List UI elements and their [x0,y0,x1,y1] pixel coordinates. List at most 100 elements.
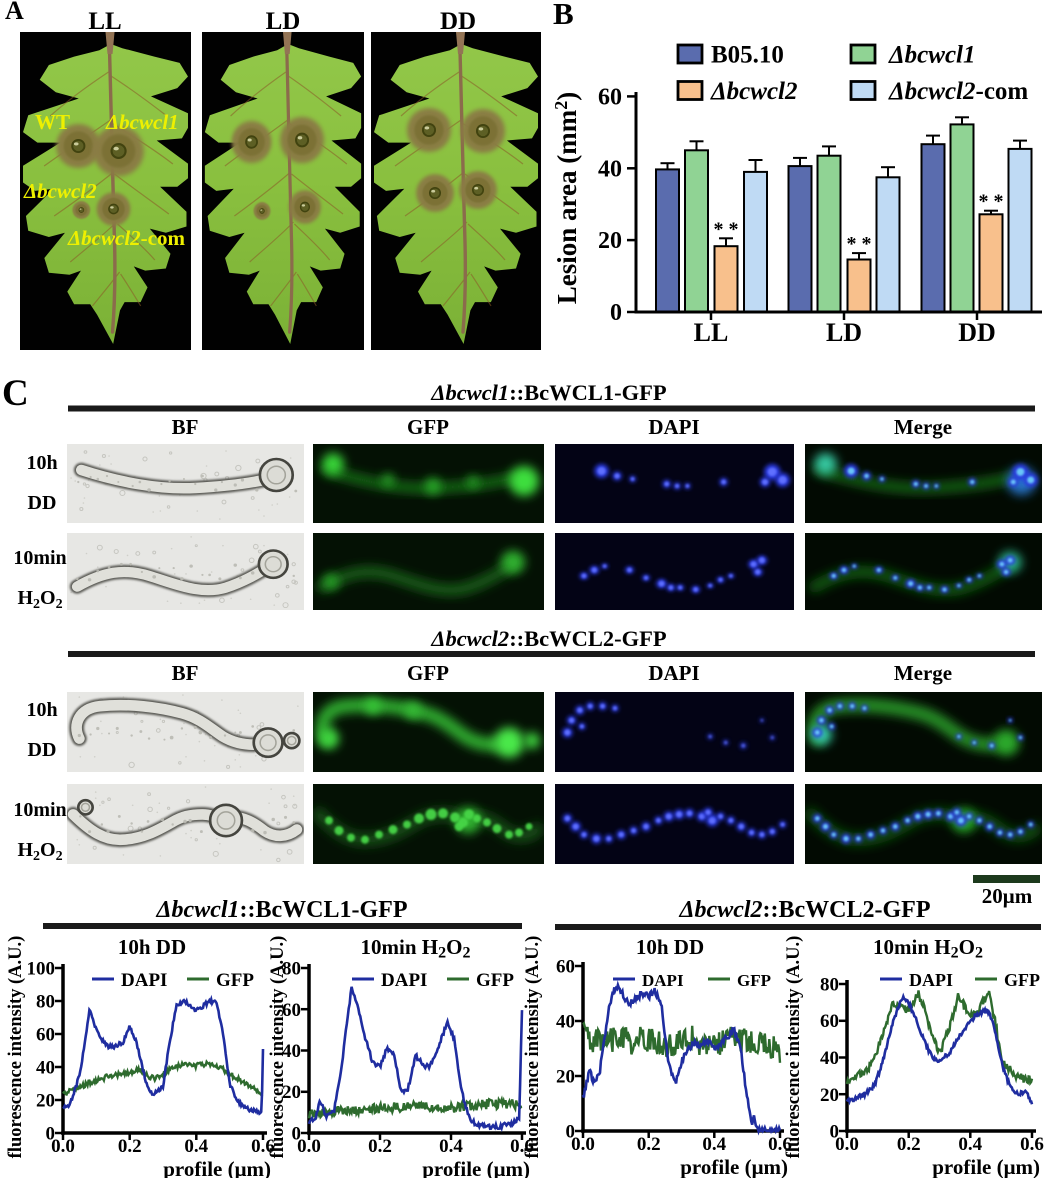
svg-text:40: 40 [820,1048,839,1069]
svg-text:Δbcwcl2::BcWCL2-GFP: Δbcwcl2::BcWCL2-GFP [430,626,667,651]
svg-text:0.2: 0.2 [637,1134,661,1155]
svg-text:LL: LL [694,318,729,347]
svg-text:B05.10: B05.10 [711,42,784,69]
svg-text:10h DD: 10h DD [636,935,704,959]
svg-text:Δbcwcl2::BcWCL2-GFP: Δbcwcl2::BcWCL2-GFP [679,897,931,923]
svg-text:60: 60 [556,957,575,978]
svg-text:DD: DD [28,492,57,514]
svg-text:0.0: 0.0 [835,1134,859,1155]
svg-text:Δbcwcl2-com: Δbcwcl2-com [67,226,185,250]
svg-text:80: 80 [36,992,55,1013]
svg-text:GFP: GFP [737,971,771,990]
svg-text:Merge: Merge [894,661,952,685]
svg-text:DAPI: DAPI [121,970,167,991]
svg-text:Δbcwcl1: Δbcwcl1 [105,110,179,134]
svg-text:profile (μm): profile (μm) [932,1155,1040,1178]
svg-text:GFP: GFP [407,661,449,685]
svg-text:10min H2O2: 10min H2O2 [873,935,983,962]
svg-text:C: C [2,373,29,414]
svg-text:Δbcwcl2: Δbcwcl2 [23,179,97,203]
svg-text:0.0: 0.0 [297,1136,321,1157]
svg-text:H2O2: H2O2 [17,587,62,612]
svg-text:20: 20 [36,1091,55,1112]
svg-text:* *: * * [979,191,1004,213]
svg-text:0.6: 0.6 [1020,1134,1044,1155]
svg-text:Δbcwcl1::BcWCL1-GFP: Δbcwcl1::BcWCL1-GFP [430,380,667,405]
svg-text:Δbcwcl2-com: Δbcwcl2-com [888,78,1028,105]
svg-text:80: 80 [282,959,301,980]
svg-text:0: 0 [610,300,622,326]
svg-text:DAPI: DAPI [909,970,953,990]
svg-text:LL: LL [88,8,121,35]
svg-text:DAPI: DAPI [648,661,699,685]
svg-text:10h: 10h [26,699,57,721]
svg-text:A: A [5,0,24,25]
svg-text:0.6: 0.6 [768,1134,792,1155]
svg-text:0.6: 0.6 [510,1136,534,1157]
svg-text:DAPI: DAPI [648,415,699,439]
svg-text:60: 60 [820,1011,839,1032]
svg-text:10min H2O2: 10min H2O2 [361,935,471,962]
svg-text:20μm: 20μm [982,884,1033,908]
svg-text:0.2: 0.2 [368,1136,392,1157]
svg-text:BF: BF [172,661,199,685]
svg-text:GFP: GFP [216,970,254,991]
svg-text:fluorescence intensity (A.U.): fluorescence intensity (A.U.) [523,936,543,1159]
svg-text:40: 40 [598,156,622,182]
svg-text:Δbcwcl1::BcWCL1-GFP: Δbcwcl1::BcWCL1-GFP [156,897,408,923]
svg-text:10h DD: 10h DD [118,935,186,959]
svg-text:profile (μm): profile (μm) [422,1157,530,1178]
svg-text:40: 40 [36,1058,55,1079]
svg-text:* *: * * [714,218,739,240]
svg-text:60: 60 [36,1025,55,1046]
svg-text:DD: DD [440,8,476,35]
svg-text:0: 0 [292,1124,302,1145]
svg-text:0: 0 [46,1124,56,1145]
svg-text:0: 0 [566,1122,576,1143]
svg-text:20: 20 [598,228,622,254]
svg-text:* *: * * [847,233,872,255]
svg-text:GFP: GFP [1004,970,1040,990]
svg-text:fluorescence intensity (A.U.): fluorescence intensity (A.U.) [268,936,288,1159]
svg-text:10min: 10min [13,547,66,569]
svg-text:profile (μm): profile (μm) [680,1155,788,1178]
svg-text:60: 60 [598,84,622,110]
svg-text:DAPI: DAPI [642,971,684,990]
svg-text:DD: DD [958,318,996,347]
svg-text:LD: LD [266,8,301,35]
svg-text:10h: 10h [26,452,57,474]
svg-text:60: 60 [282,1000,301,1021]
svg-text:100: 100 [27,959,56,980]
svg-text:WT: WT [35,110,70,134]
svg-text:0: 0 [830,1122,840,1143]
svg-text:profile (μm): profile (μm) [163,1157,271,1178]
svg-text:GFP: GFP [407,415,449,439]
svg-text:0.4: 0.4 [958,1134,982,1155]
svg-text:0.6: 0.6 [251,1136,275,1157]
svg-text:0.4: 0.4 [184,1136,208,1157]
svg-text:40: 40 [282,1041,301,1062]
svg-text:GFP: GFP [476,970,514,991]
svg-text:0.2: 0.2 [897,1134,921,1155]
svg-text:Δbcwcl1: Δbcwcl1 [888,42,976,69]
svg-text:fluorescence intensity (A.U.): fluorescence intensity (A.U.) [784,936,804,1159]
svg-text:20: 20 [820,1085,839,1106]
svg-text:Δbcwcl2: Δbcwcl2 [710,78,798,105]
svg-text:20: 20 [282,1082,301,1103]
svg-text:Lesion area (mm2): Lesion area (mm2) [551,92,582,304]
svg-text:0.4: 0.4 [702,1134,726,1155]
svg-text:80: 80 [820,975,839,996]
svg-text:B: B [553,0,574,31]
svg-text:0.0: 0.0 [571,1134,595,1155]
svg-text:10min: 10min [13,799,66,821]
svg-text:0.4: 0.4 [439,1136,463,1157]
svg-text:DAPI: DAPI [381,970,427,991]
svg-text:DD: DD [28,739,57,761]
svg-text:Merge: Merge [894,415,952,439]
svg-text:fluorescence intensity (A.U.): fluorescence intensity (A.U.) [6,936,26,1159]
svg-text:0.0: 0.0 [51,1136,75,1157]
svg-text:0.2: 0.2 [118,1136,142,1157]
svg-text:LD: LD [826,318,862,347]
svg-text:20: 20 [556,1067,575,1088]
svg-text:BF: BF [172,415,199,439]
